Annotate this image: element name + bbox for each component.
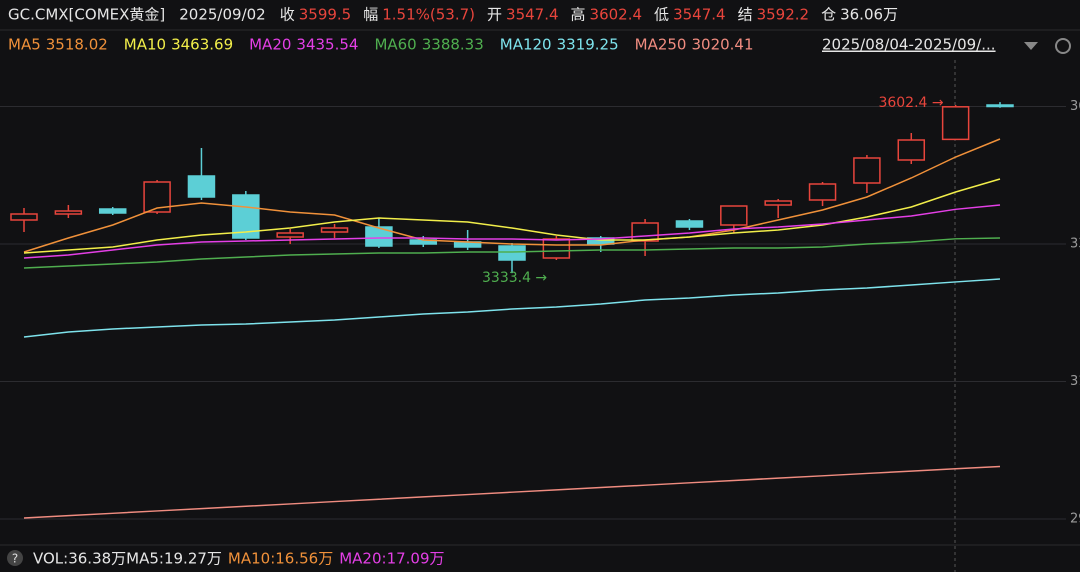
field-label: 仓: [821, 6, 836, 24]
candle-body: [631, 222, 659, 242]
field-value: 3602.4: [590, 6, 643, 24]
field-value: 1.51%(53.7): [382, 6, 475, 24]
field-label: 高: [571, 6, 586, 24]
legend-name: MA120: [500, 36, 552, 54]
date: 2025/09/02: [179, 6, 265, 24]
y-tick-label: 3380: [1070, 237, 1080, 252]
candle-body: [365, 226, 393, 247]
volume-stat: MA20:17.09万: [339, 550, 444, 568]
candle-body: [808, 183, 837, 201]
candle-body: [542, 238, 571, 259]
legend-name: MA20: [249, 36, 291, 54]
help-glyph: ?: [12, 552, 18, 566]
ma-line: [23, 465, 1001, 519]
field-label: 收: [280, 6, 295, 24]
candle-body: [54, 210, 83, 215]
annotation: 3602.4 →: [878, 95, 943, 111]
y-tick-label: 3600: [1070, 99, 1080, 114]
candle-body: [941, 106, 970, 141]
legend-name: MA60: [374, 36, 416, 54]
ma-line: [23, 138, 1001, 253]
legend-name: MA5: [8, 36, 41, 54]
candle-body: [98, 208, 127, 214]
field-value: 3592.2: [757, 6, 810, 24]
field-value: 3547.4: [673, 6, 726, 24]
y-tick-label: 3160: [1070, 374, 1080, 389]
help-icon[interactable]: [7, 550, 23, 566]
legend-name: MA250: [635, 36, 687, 54]
legend-value: 3518.02: [46, 36, 108, 54]
legend-name: MA10: [124, 36, 166, 54]
y-tick-label: 2940: [1070, 512, 1080, 527]
candle-body: [897, 139, 926, 161]
volume-stat: VOL:36.38万: [33, 550, 126, 568]
symbol: GC.CMX[COMEX黄金]: [8, 6, 165, 24]
volume-stat: MA5:19.27万: [126, 550, 222, 568]
field-value: 3547.4: [506, 6, 559, 24]
ma-line: [23, 237, 1001, 269]
legend-value: 3319.25: [557, 36, 619, 54]
ma-line: [23, 204, 1001, 259]
field-label: 结: [738, 6, 753, 24]
settings-icon[interactable]: [1055, 38, 1071, 54]
candle-body: [498, 245, 526, 261]
field-label: 低: [654, 6, 669, 24]
field-value: 36.06万: [840, 6, 898, 24]
volume-stat: MA10:16.56万: [228, 550, 333, 568]
candle-body: [10, 213, 38, 221]
range-selector: 2025/08/04-2025/09/...: [822, 36, 996, 54]
field-label: 开: [487, 6, 502, 24]
candle-body: [586, 237, 615, 245]
candle-body: [675, 220, 704, 228]
field-label: 幅: [363, 6, 378, 24]
legend-value: 3020.41: [691, 36, 753, 54]
ma-line: [23, 278, 1001, 338]
candle-body: [320, 227, 349, 233]
candle-body: [276, 232, 304, 238]
candle-body: [720, 205, 748, 226]
annotation: 3333.4 →: [482, 270, 547, 286]
legend-value: 3463.69: [171, 36, 233, 54]
candle-body: [853, 157, 881, 184]
legend-value: 3435.54: [296, 36, 358, 54]
legend-value: 3388.33: [422, 36, 484, 54]
candle-body: [986, 104, 1014, 108]
dropdown-icon[interactable]: [1024, 42, 1038, 50]
candle-body: [187, 175, 216, 198]
field-value: 3599.5: [299, 6, 352, 24]
candle-body: [764, 200, 792, 206]
